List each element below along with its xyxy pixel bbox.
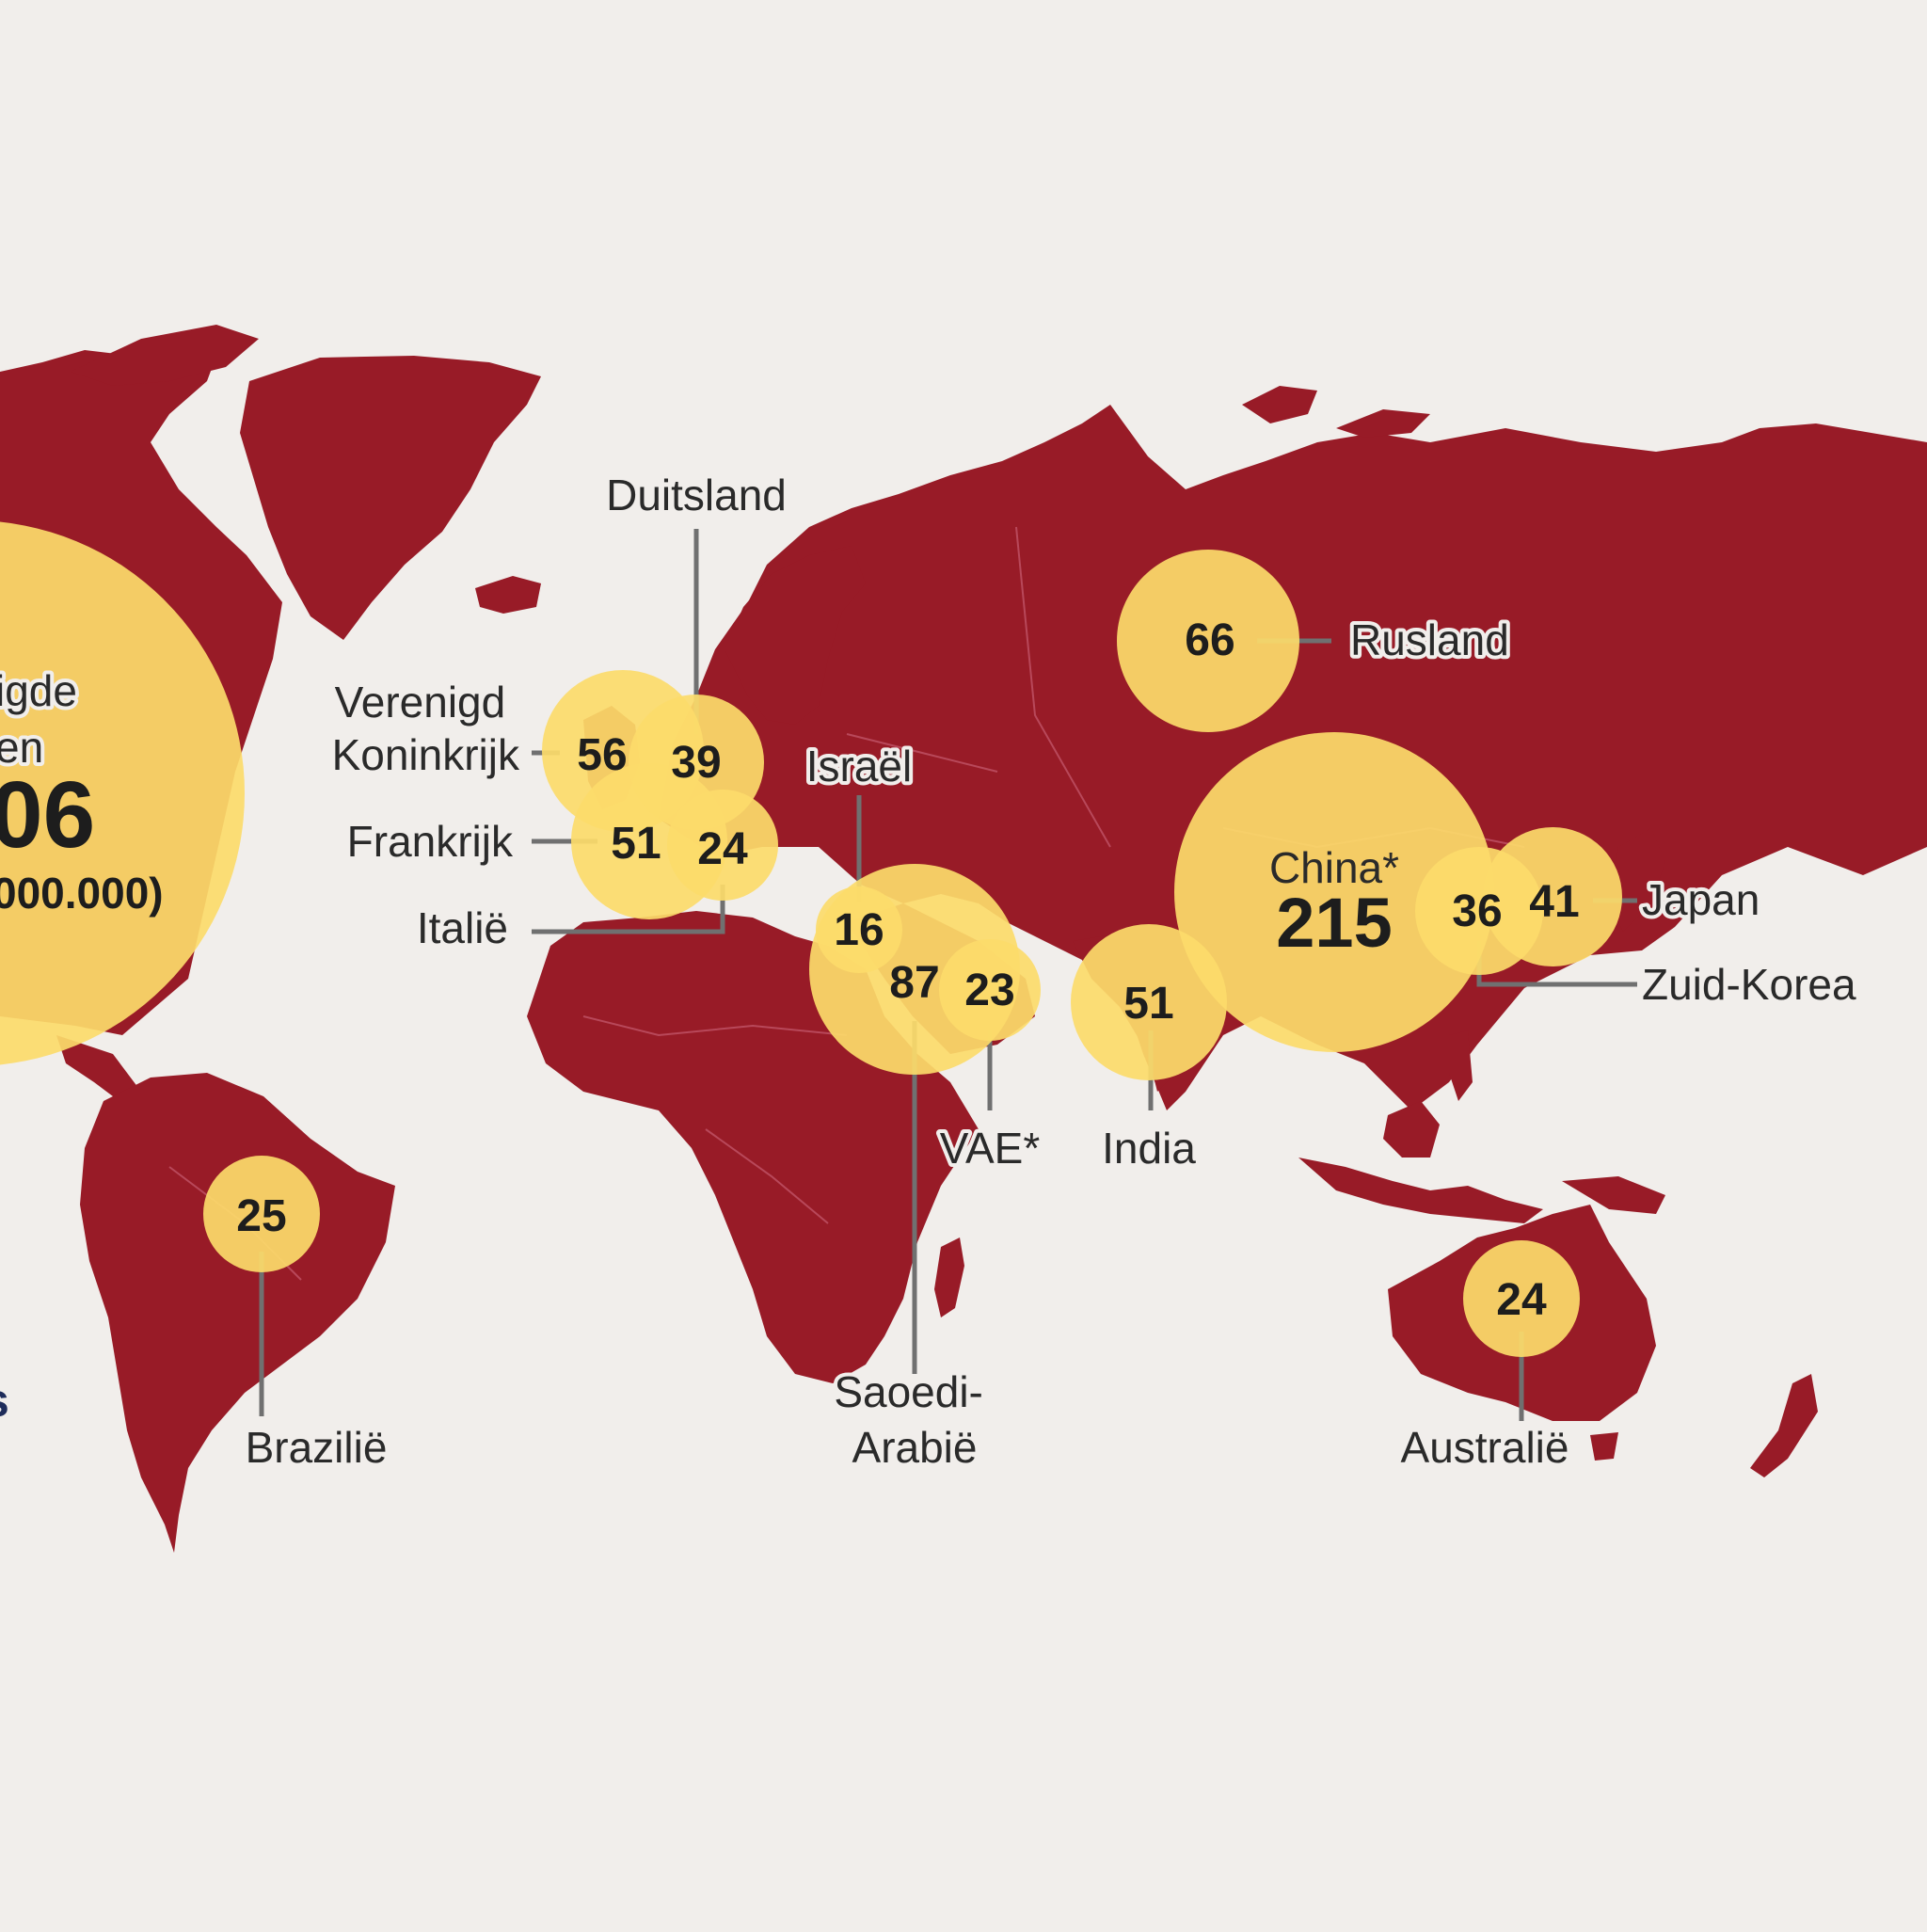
label-russia: Rusland bbox=[1350, 615, 1509, 664]
value-uae: 23 bbox=[964, 966, 1014, 1015]
south-america-land bbox=[80, 1073, 395, 1553]
bubble-united-states bbox=[0, 521, 245, 1065]
borneo-land bbox=[1383, 1101, 1440, 1158]
label-united-kingdom-line2: Koninkrijk bbox=[332, 730, 520, 779]
value-italy: 24 bbox=[697, 824, 748, 874]
value-china: 215 bbox=[1276, 884, 1392, 962]
label-italy: Italië bbox=[417, 903, 508, 952]
label-saudi-arabia-line2: Arabië bbox=[852, 1423, 978, 1472]
border-line bbox=[582, 1015, 848, 1037]
value-brazil: 25 bbox=[236, 1191, 286, 1241]
bubble-russia bbox=[1117, 550, 1299, 732]
border-line bbox=[705, 1128, 829, 1224]
label-germany: Duitsland bbox=[606, 471, 787, 519]
bubble-italy bbox=[667, 790, 778, 901]
value-israel: 16 bbox=[834, 905, 884, 955]
new-guinea-land bbox=[1562, 1176, 1665, 1214]
tasmania-land bbox=[1590, 1432, 1618, 1461]
iceland-land bbox=[475, 576, 541, 614]
label-united-states-line2: en bbox=[0, 723, 43, 772]
label-south-korea: Zuid-Korea bbox=[1642, 960, 1856, 1009]
philippines-land bbox=[1449, 1030, 1473, 1101]
value-russia: 66 bbox=[1185, 615, 1234, 665]
value-south-korea: 36 bbox=[1452, 886, 1502, 936]
label-china: China* bbox=[1269, 843, 1399, 892]
value-australia: 24 bbox=[1496, 1275, 1547, 1325]
canada-islands-land bbox=[71, 325, 259, 386]
label-australia: Australië bbox=[1401, 1423, 1569, 1472]
label-saudi-arabia: Saoedi- Arabië bbox=[834, 1367, 995, 1472]
label-israel: Israël bbox=[806, 742, 912, 790]
japan-islands-land bbox=[1609, 828, 1665, 932]
label-united-kingdom: Verenigd Koninkrijk bbox=[332, 678, 520, 779]
label-united-states-line1: igde bbox=[0, 666, 77, 715]
bubble-south-korea bbox=[1415, 847, 1543, 975]
new-zealand-land bbox=[1750, 1374, 1818, 1477]
central-america-land bbox=[56, 1035, 141, 1110]
edge-fragment-text: s bbox=[0, 1374, 9, 1427]
bubble-china bbox=[1174, 732, 1494, 1052]
value-united-states: 06 bbox=[0, 762, 95, 868]
value-japan: 41 bbox=[1529, 877, 1579, 927]
value-united-kingdom: 56 bbox=[577, 730, 627, 780]
label-united-kingdom-line1: Verenigd bbox=[335, 678, 506, 726]
value-saudi-arabia: 87 bbox=[889, 958, 939, 1008]
bubble-israel bbox=[816, 886, 902, 973]
value-germany: 39 bbox=[671, 738, 721, 788]
label-france: Frankrijk bbox=[347, 817, 514, 866]
label-brazil: Brazilië bbox=[246, 1423, 388, 1472]
scandinavia-land bbox=[725, 546, 866, 725]
label-saudi-arabia-line1: Saoedi- bbox=[834, 1367, 983, 1416]
arctic-islands-land bbox=[1242, 386, 1317, 423]
bubble-brazil bbox=[203, 1156, 320, 1272]
bubble-india bbox=[1071, 924, 1227, 1080]
arctic-islands-land-2 bbox=[1336, 409, 1430, 438]
bubble-values: 06 000.000) 56 39 51 24 16 87 23 66 Chin… bbox=[0, 615, 1580, 1325]
value-france: 51 bbox=[611, 819, 661, 869]
country-labels: igde en Verenigd Koninkrijk Duitsland Fr… bbox=[0, 467, 1860, 1476]
label-uae: VAE* bbox=[940, 1124, 1041, 1173]
label-india: India bbox=[1102, 1124, 1196, 1173]
border-line bbox=[846, 733, 998, 773]
greenland-land bbox=[240, 356, 541, 640]
border-line bbox=[1015, 526, 1111, 848]
indonesia-land bbox=[1298, 1158, 1543, 1223]
label-japan: Japan bbox=[1642, 875, 1760, 924]
label-united-states: igde en bbox=[0, 666, 89, 772]
bubble-uae bbox=[939, 939, 1041, 1041]
bubble-australia bbox=[1463, 1240, 1580, 1357]
unit-united-states: 000.000) bbox=[0, 869, 164, 918]
data-bubbles bbox=[0, 521, 1622, 1357]
value-india: 51 bbox=[1123, 979, 1173, 1029]
madagascar-land bbox=[934, 1237, 964, 1317]
